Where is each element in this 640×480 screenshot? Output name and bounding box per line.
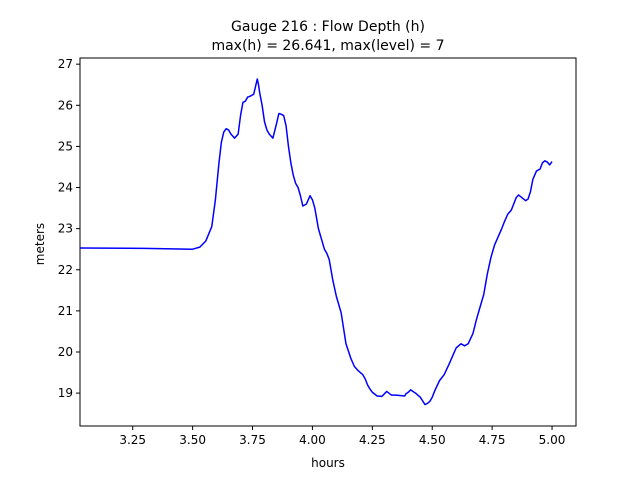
y-tick-label-1: 20 — [58, 345, 73, 359]
y-tick-label-4: 23 — [58, 222, 73, 236]
y-tick-label-8: 27 — [58, 57, 73, 71]
chart-subtitle: max(h) = 26.641, max(level) = 7 — [211, 38, 444, 54]
y-tick-label-0: 19 — [58, 386, 73, 400]
y-tick-label-6: 25 — [58, 139, 73, 153]
plot-area: 3.25 3.50 3.75 4.00 4.25 4.50 4.75 5.00 19 20 21 22… — [58, 57, 577, 447]
x-tick-label-5: 4.50 — [419, 433, 446, 447]
y-tick-label-5: 24 — [58, 181, 73, 195]
x-tick-label-6: 4.75 — [479, 433, 506, 447]
x-tick-label-7: 5.00 — [539, 433, 566, 447]
y-tick-label-3: 22 — [58, 263, 73, 277]
y-tick-label-7: 26 — [58, 98, 73, 112]
chart-title: Gauge 216 : Flow Depth (h) — [231, 19, 425, 35]
y-tick-label-2: 21 — [58, 304, 73, 318]
x-tick-label-3: 4.00 — [299, 433, 326, 447]
x-tick-label-4: 4.25 — [359, 433, 386, 447]
x-tick-label-1: 3.50 — [179, 433, 206, 447]
y-axis-label: meters — [33, 223, 47, 265]
plot-frame — [79, 57, 577, 427]
x-tick-label-2: 3.75 — [239, 433, 266, 447]
x-axis-label: hours — [311, 456, 345, 470]
series-line-0 — [79, 78, 553, 406]
x-tick-label-0: 3.25 — [119, 433, 146, 447]
